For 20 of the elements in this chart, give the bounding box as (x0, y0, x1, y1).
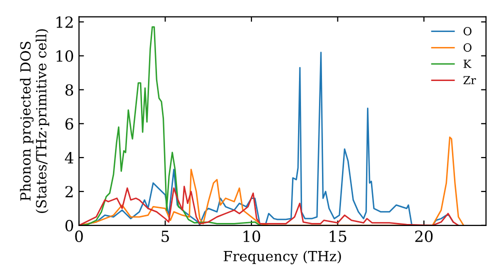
line-series (79, 26, 261, 226)
y-tick-label: 10 (56, 50, 74, 62)
line-series (79, 186, 460, 226)
y-tick-label: 12 (56, 16, 73, 28)
x-tick-label: 15 (330, 230, 346, 242)
y-tick-label: 0 (65, 220, 74, 232)
legend-label: Zr (463, 76, 476, 84)
x-tick-label: 0 (75, 230, 83, 242)
y-axis-title: Phonon projected DOS (States/THz·primitive cell) (20, 29, 50, 213)
legend-label: O (464, 43, 472, 52)
x-axis-title: Frequency (THz) (224, 250, 341, 264)
y-tick-label: 6 (65, 118, 74, 130)
x-tick-label: 20 (415, 230, 433, 242)
legend-label: K (464, 60, 472, 68)
y-tick-label: 8 (65, 84, 74, 96)
x-tick-label: 10 (244, 230, 260, 242)
legend-label: O (464, 26, 472, 36)
y-tick-label: 4 (64, 152, 74, 164)
y-tick-label: 2 (65, 186, 73, 198)
x-tick-label: 5 (162, 230, 169, 242)
